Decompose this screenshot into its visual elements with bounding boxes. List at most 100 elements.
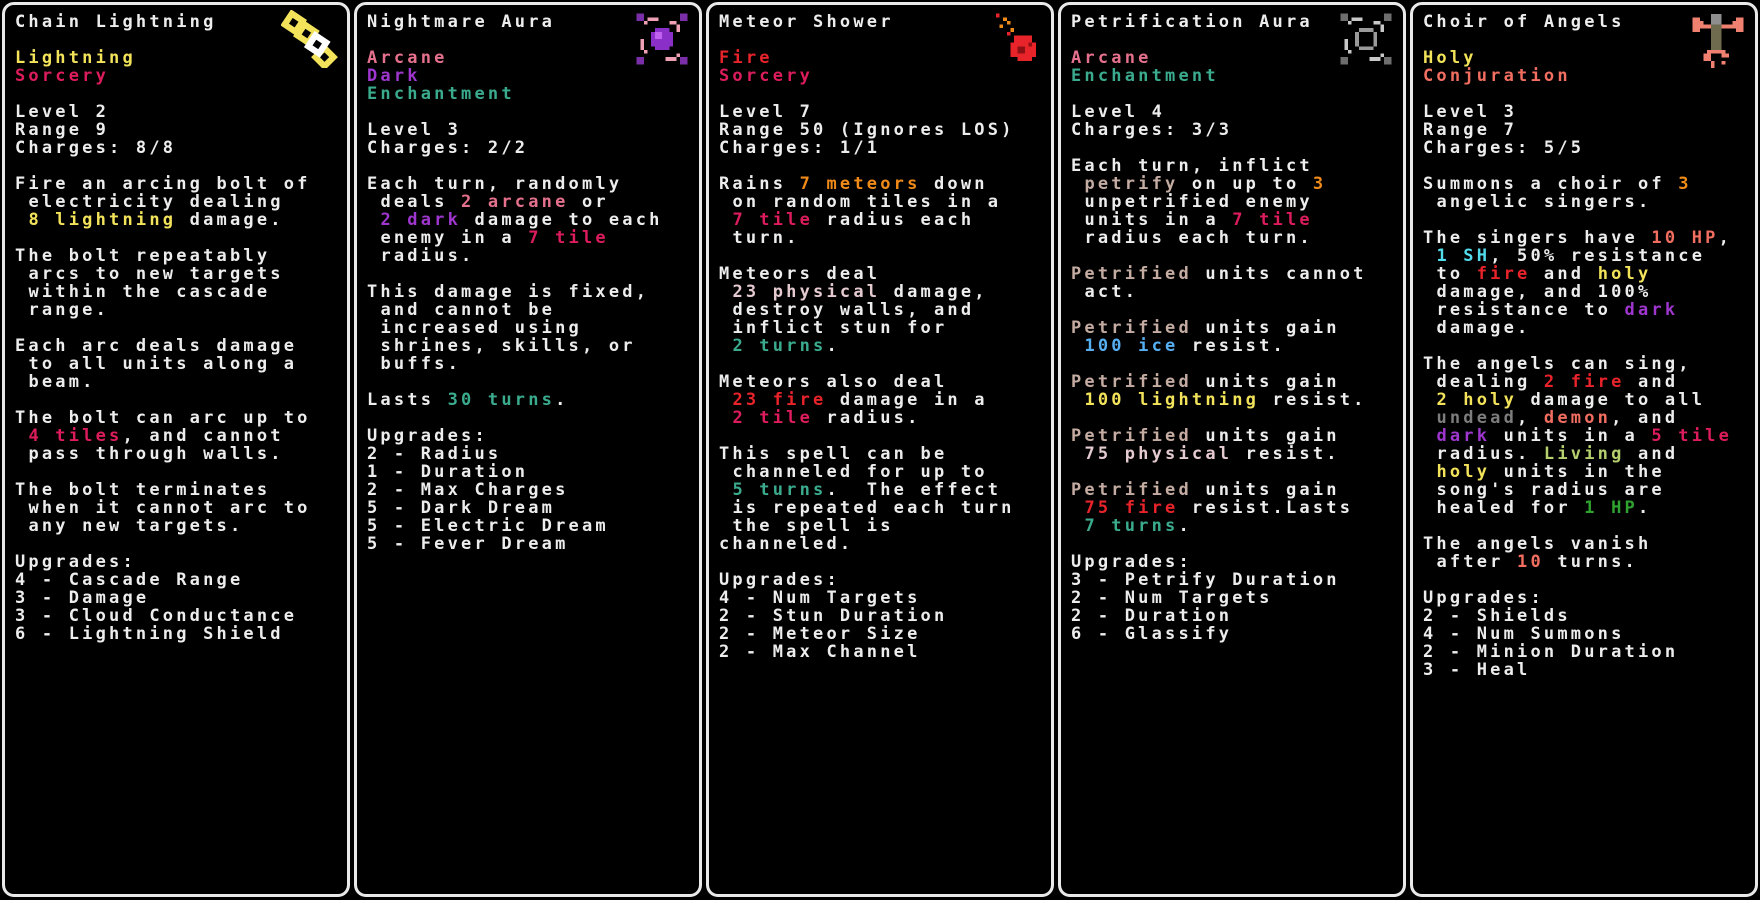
description-segment: ,	[1517, 408, 1544, 428]
description-paragraph: The bolt terminates when it cannot arc t…	[15, 481, 337, 535]
description-segment: and	[1530, 264, 1598, 284]
spell-upgrades: Upgrades: 4 - Cascade Range 3 - Damage 3 - …	[15, 553, 337, 643]
description-paragraph: Summons a choir of 3 angelic singers.	[1423, 174, 1745, 212]
description-segment: The bolt terminates when it cannot arc t…	[15, 480, 311, 536]
description-segment: units gain	[1205, 426, 1340, 446]
description-segment: Summons a choir of	[1423, 174, 1679, 194]
description-segment: 4 tiles	[28, 426, 123, 446]
spell-tag-sorcery: Sorcery	[15, 66, 110, 86]
description-segment: 1 HP	[1584, 498, 1638, 518]
description-segment: 7 turns	[1084, 516, 1179, 536]
description-segment: turns.	[1543, 552, 1638, 572]
meteor-shower-icon	[985, 10, 1043, 72]
description-segment: radius.	[813, 408, 921, 428]
spell-stats: Level 7 Range 50 (Ignores LOS) Charges: 1/…	[719, 103, 1041, 157]
description-segment: .	[555, 390, 569, 410]
upgrade-line: 6 - Glassify	[1071, 624, 1233, 644]
description-segment: units in a	[1490, 426, 1652, 446]
description-segment: damage in a	[839, 390, 988, 410]
stat-line: Range 9	[15, 120, 110, 140]
description-segment: 100 ice	[1084, 336, 1179, 356]
description-segment: Petrified	[1071, 318, 1192, 338]
stat-line: Charges: 8/8	[15, 138, 177, 158]
upgrade-line: 5 - Dark Dream	[367, 498, 556, 518]
stat-line: Level 2	[15, 102, 110, 122]
description-segment: , and cannot pass through walls.	[28, 426, 284, 464]
spell-card-petrification-aura[interactable]: Petrification Aura Arcane Enchantment Level…	[1058, 2, 1406, 897]
upgrades-label: Upgrades:	[719, 570, 840, 590]
description-segment: Fire an arcing bolt of electricity deali…	[15, 174, 311, 212]
description-segment: Living	[1543, 444, 1625, 464]
description-segment: 10	[1517, 552, 1544, 572]
description-segment: petrify	[1084, 174, 1179, 194]
description-segment: radius each turn.	[732, 210, 975, 248]
spell-tag-lightning: Lightning	[15, 48, 136, 68]
stat-line: Charges: 5/5	[1423, 138, 1585, 158]
spell-upgrades: Upgrades: 4 - Num Targets 2 - Stun Duratio…	[719, 571, 1041, 661]
stat-line: Level 3	[367, 120, 462, 140]
spell-card-chain-lightning[interactable]: Chain Lightning Lightning Sorcery Level 2 Ra…	[2, 2, 350, 897]
description-paragraph: The singers have 10 HP, 1 SH, 50% resist…	[1423, 228, 1745, 338]
description-segment: ,	[1718, 228, 1733, 248]
description-segment: 7 tile	[732, 210, 814, 230]
description-paragraph: Petrified units gain 75 fire resist.Last…	[1071, 481, 1393, 535]
description-segment: radius.	[1436, 444, 1531, 464]
description-paragraph: Each arc deals damage to all units along…	[15, 337, 337, 391]
description-segment: Petrified	[1071, 426, 1192, 446]
description-segment: Petrified	[1071, 264, 1192, 284]
description-paragraph: Meteors deal 23 physical damage, destroy…	[719, 265, 1041, 355]
description-segment: undead	[1436, 408, 1518, 428]
spell-tag-holy: Holy	[1423, 48, 1477, 68]
description-segment: 7 meteors	[799, 174, 921, 194]
description-segment: 5 turns	[732, 480, 827, 500]
spell-card-nightmare-aura[interactable]: Nightmare Aura Arcane Dark Enchantment Level…	[354, 2, 702, 897]
description-segment: dark	[1624, 300, 1679, 320]
description-segment: damage, and 100% resistance to	[1436, 282, 1652, 320]
upgrade-line: 4 - Num Summons	[1423, 624, 1625, 644]
upgrade-line: 2 - Num Targets	[1071, 588, 1273, 608]
description-segment: units gain	[1205, 480, 1340, 500]
spell-stats: Level 3 Range 7 Charges: 5/5	[1423, 103, 1745, 157]
description-segment: 2 arcane	[461, 192, 569, 212]
upgrade-line: 2 - Minion Duration	[1423, 642, 1679, 662]
description-paragraph: The angels vanish after 10 turns.	[1423, 535, 1745, 571]
description-paragraph: Lasts 30 turns.	[367, 391, 689, 409]
description-segment: resist.Lasts	[1191, 498, 1354, 518]
upgrade-line: 5 - Fever Dream	[367, 534, 569, 554]
spell-tags: Holy Conjuration	[1423, 49, 1745, 85]
description-paragraph: This damage is fixed, and cannot be incr…	[367, 283, 689, 373]
description-segment: Meteors deal	[719, 264, 881, 284]
description-segment: damage to each enemy in a	[380, 210, 663, 248]
stat-line: Level 3	[1423, 102, 1518, 122]
description-paragraph: The angels can sing, dealing 2 fire and …	[1423, 355, 1745, 517]
description-segment: 5 tile	[1651, 426, 1733, 446]
description-paragraph: Petrified units cannot act.	[1071, 265, 1393, 301]
description-paragraph: This spell can be channeled for up to 5 …	[719, 445, 1041, 553]
description-segment: 7 tile	[1232, 210, 1313, 230]
upgrade-line: 3 - Cloud Conductance	[15, 606, 298, 626]
description-paragraph: Each turn, inflict petrify on up to 3 un…	[1071, 157, 1393, 248]
description-segment: 2 tile	[732, 408, 814, 428]
description-segment: radius.	[380, 246, 475, 266]
stat-line: Charges: 3/3	[1071, 120, 1233, 140]
description-segment: unpetrified enemy units in a	[1084, 192, 1313, 230]
upgrade-line: 4 - Cascade Range	[15, 570, 244, 590]
upgrade-line: 2 - Shields	[1423, 606, 1571, 626]
nightmare-aura-icon	[633, 10, 691, 72]
description-segment: units cannot act.	[1084, 264, 1367, 302]
description-paragraph: Petrified units gain 100 lightning resis…	[1071, 373, 1393, 409]
upgrade-line: 1 - Duration	[367, 462, 529, 482]
description-paragraph: Petrified units gain 75 physical resist.	[1071, 427, 1393, 463]
spell-card-meteor-shower[interactable]: Meteor Shower Fire Sorcery Level 7 Range 50 …	[706, 2, 1054, 897]
description-segment: .	[826, 336, 840, 356]
spell-card-choir-of-angels[interactable]: Choir of Angels Holy Conjuration Level 3 Ran…	[1410, 2, 1758, 897]
spell-tags: Arcane Dark Enchantment	[367, 49, 689, 103]
spell-tag-fire: Fire	[719, 48, 773, 68]
upgrade-line: 2 - Stun Duration	[719, 606, 948, 626]
spell-tag-conjuration: Conjuration	[1423, 66, 1571, 86]
description-segment: 8 lightning	[28, 210, 177, 230]
description-segment: .	[1178, 516, 1192, 536]
description-segment: and	[1637, 372, 1679, 392]
spell-title: Chain Lightning	[15, 12, 217, 32]
